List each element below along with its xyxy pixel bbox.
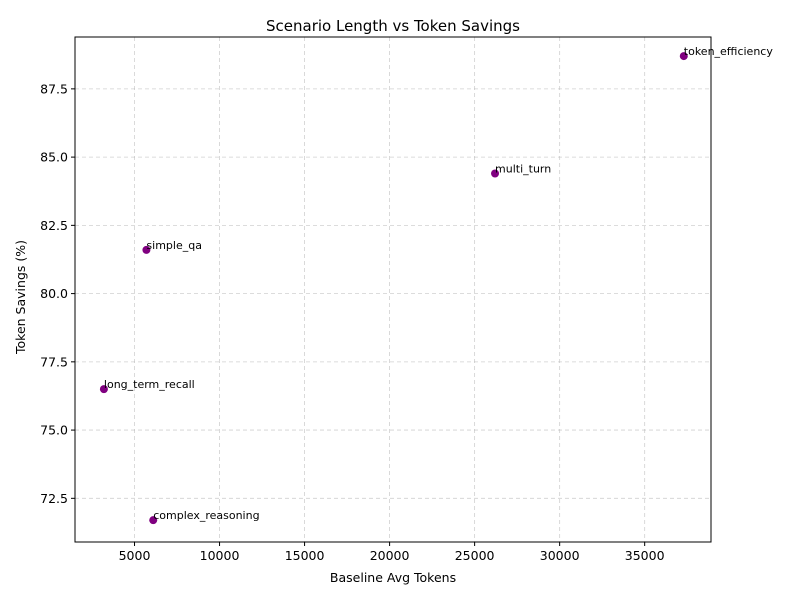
x-tick-label: 20000	[370, 548, 410, 563]
point-label: token_efficiency	[684, 45, 774, 58]
data-point	[679, 52, 688, 61]
x-tick-label: 5000	[119, 548, 151, 563]
point-label: long_term_recall	[104, 378, 195, 391]
grid-layer	[75, 37, 711, 542]
y-tick-label: 85.0	[40, 150, 68, 165]
point-label: complex_reasoning	[153, 509, 259, 522]
x-tick-label: 15000	[285, 548, 325, 563]
data-point	[99, 385, 108, 394]
data-point	[491, 169, 500, 178]
y-axis-title: Token Savings (%)	[13, 240, 28, 355]
x-tick-label: 35000	[625, 548, 665, 563]
plot-frame	[74, 36, 712, 543]
y-tick-label: 87.5	[40, 81, 68, 96]
x-axis-title: Baseline Avg Tokens	[330, 570, 456, 585]
y-tick-label: 82.5	[40, 218, 68, 233]
y-tick-label: 75.0	[40, 423, 68, 438]
y-tick-label: 77.5	[40, 354, 68, 369]
data-point	[149, 516, 158, 525]
point-labels-layer: token_efficiency multi_turn simple_qa long_…	[104, 45, 773, 522]
x-tick-label: 10000	[200, 548, 240, 563]
y-tick-label: 72.5	[40, 491, 68, 506]
y-tick-label: 80.0	[40, 286, 68, 301]
point-label: multi_turn	[495, 162, 551, 175]
axes-layer: 5000 10000 15000 20000 25000 30000 35000 72.5 75…	[40, 36, 712, 563]
point-label: simple_qa	[146, 239, 202, 252]
chart-title: Scenario Length vs Token Savings	[266, 17, 520, 35]
data-point	[142, 245, 151, 254]
x-tick-label: 30000	[540, 548, 580, 563]
points-layer	[99, 52, 688, 525]
x-tick-label: 25000	[455, 548, 495, 563]
